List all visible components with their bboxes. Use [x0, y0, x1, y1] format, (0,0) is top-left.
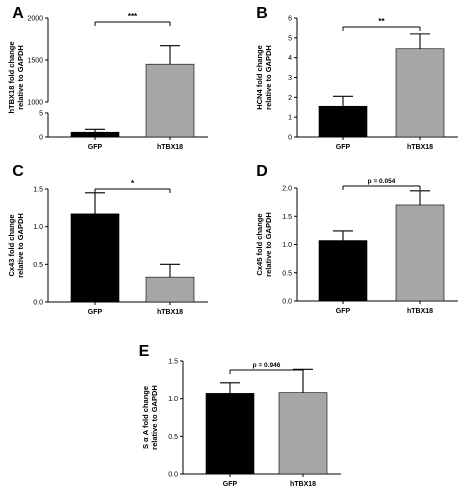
x-category-label: GFP	[336, 308, 351, 315]
panel-b: B HCN4 fold change relative to GAPDH 0 1 2 3 4 5…	[255, 5, 458, 151]
bar-htbx18	[395, 48, 445, 138]
significance-label: ***	[128, 12, 138, 21]
error-bar	[333, 230, 353, 241]
bar-gfp	[70, 213, 120, 303]
y-axis-label: Cx43 fold change	[7, 214, 16, 276]
error-bar	[333, 95, 353, 107]
significance-label: p = 0.054	[368, 178, 396, 185]
significance-bracket	[94, 21, 171, 26]
bar-htbx18	[278, 392, 328, 475]
y-tick-label: 1.0	[168, 396, 178, 403]
y-axis-label: relative to GAPDH	[264, 212, 273, 277]
error-bar	[220, 382, 240, 394]
significance-label: *	[131, 179, 135, 188]
x-category-label: GFP	[223, 481, 238, 488]
significance-bracket	[342, 185, 421, 190]
y-tick-label: 1500	[27, 58, 43, 65]
y-tick-label: 5	[39, 111, 43, 118]
y-tick-label: 5	[288, 35, 292, 42]
error-bar	[85, 192, 105, 214]
y-axis-label: hTBX18 fold change	[7, 41, 16, 113]
y-tick-label: 0.5	[168, 434, 178, 441]
bar-gfp	[318, 105, 368, 138]
x-category-label: hTBX18	[290, 481, 316, 488]
error-bar	[160, 45, 180, 65]
x-category-label: GFP	[88, 309, 103, 316]
y-axis-label: HCN4 fold change	[255, 45, 264, 110]
significance-bracket	[229, 369, 304, 374]
y-axis-label: Cx45 fold change	[255, 213, 264, 275]
panel-e: E S α A fold change relative to GAPDH 0.0 0.…	[139, 343, 341, 488]
panel-d: D Cx45 fold change relative to GAPDH 0.0 0.5…	[255, 163, 458, 315]
y-tick-label: 1.0	[33, 224, 43, 231]
bar-gfp	[205, 393, 255, 475]
x-category-label: hTBX18	[157, 309, 183, 316]
error-bar	[160, 263, 180, 278]
panel-label: C	[12, 163, 24, 180]
panel-c: C Cx43 fold change relative to GAPDH 0.0 0.5…	[7, 163, 208, 316]
y-axis-label: relative to GAPDH	[150, 385, 159, 450]
y-tick-label: 1	[288, 115, 292, 122]
y-tick-label: 0.5	[282, 270, 292, 277]
y-tick-label: 0	[39, 135, 43, 142]
y-tick-label: 0.0	[33, 300, 43, 307]
panel-label: D	[256, 163, 268, 180]
bar-htbx18	[145, 63, 195, 138]
bar-htbx18	[395, 204, 445, 302]
y-axis-label: relative to GAPDH	[16, 45, 25, 110]
y-axis-label: relative to GAPDH	[16, 213, 25, 278]
panel-label: A	[12, 5, 24, 22]
error-bar	[410, 33, 430, 49]
y-tick-label: 1000	[27, 100, 43, 107]
significance-bracket	[342, 26, 421, 31]
y-axis-label: S α A fold change	[141, 386, 150, 449]
y-tick-label: 2000	[27, 16, 43, 23]
x-category-label: hTBX18	[407, 308, 433, 315]
bar-gfp	[318, 240, 368, 302]
x-category-label: hTBX18	[407, 144, 433, 151]
y-tick-label: 2	[288, 95, 292, 102]
x-category-label: hTBX18	[157, 144, 183, 151]
panel-label: E	[139, 343, 150, 360]
bar-htbx18	[145, 276, 195, 303]
y-tick-label: 2.0	[282, 186, 292, 193]
panel-label: B	[256, 5, 268, 22]
y-tick-label: 0.0	[282, 299, 292, 306]
y-tick-label: 1.5	[282, 214, 292, 221]
y-tick-label: 1.5	[33, 187, 43, 194]
y-tick-label: 0	[288, 135, 292, 142]
significance-bracket	[94, 188, 171, 193]
x-category-label: GFP	[336, 144, 351, 151]
y-axis-label: relative to GAPDH	[264, 45, 273, 110]
y-tick-label: 1.5	[168, 359, 178, 366]
x-category-label: GFP	[88, 144, 103, 151]
y-tick-label: 0.5	[33, 262, 43, 269]
significance-label: p = 0.946	[253, 362, 281, 369]
bar-gfp	[70, 131, 120, 138]
y-tick-label: 6	[288, 16, 292, 23]
significance-label: **	[378, 17, 385, 26]
y-tick-label: 1.0	[282, 242, 292, 249]
error-bar	[85, 128, 105, 133]
y-tick-label: 0.0	[168, 472, 178, 479]
error-bar	[410, 190, 430, 205]
y-tick-label: 3	[288, 75, 292, 82]
y-tick-label: 4	[288, 55, 292, 62]
